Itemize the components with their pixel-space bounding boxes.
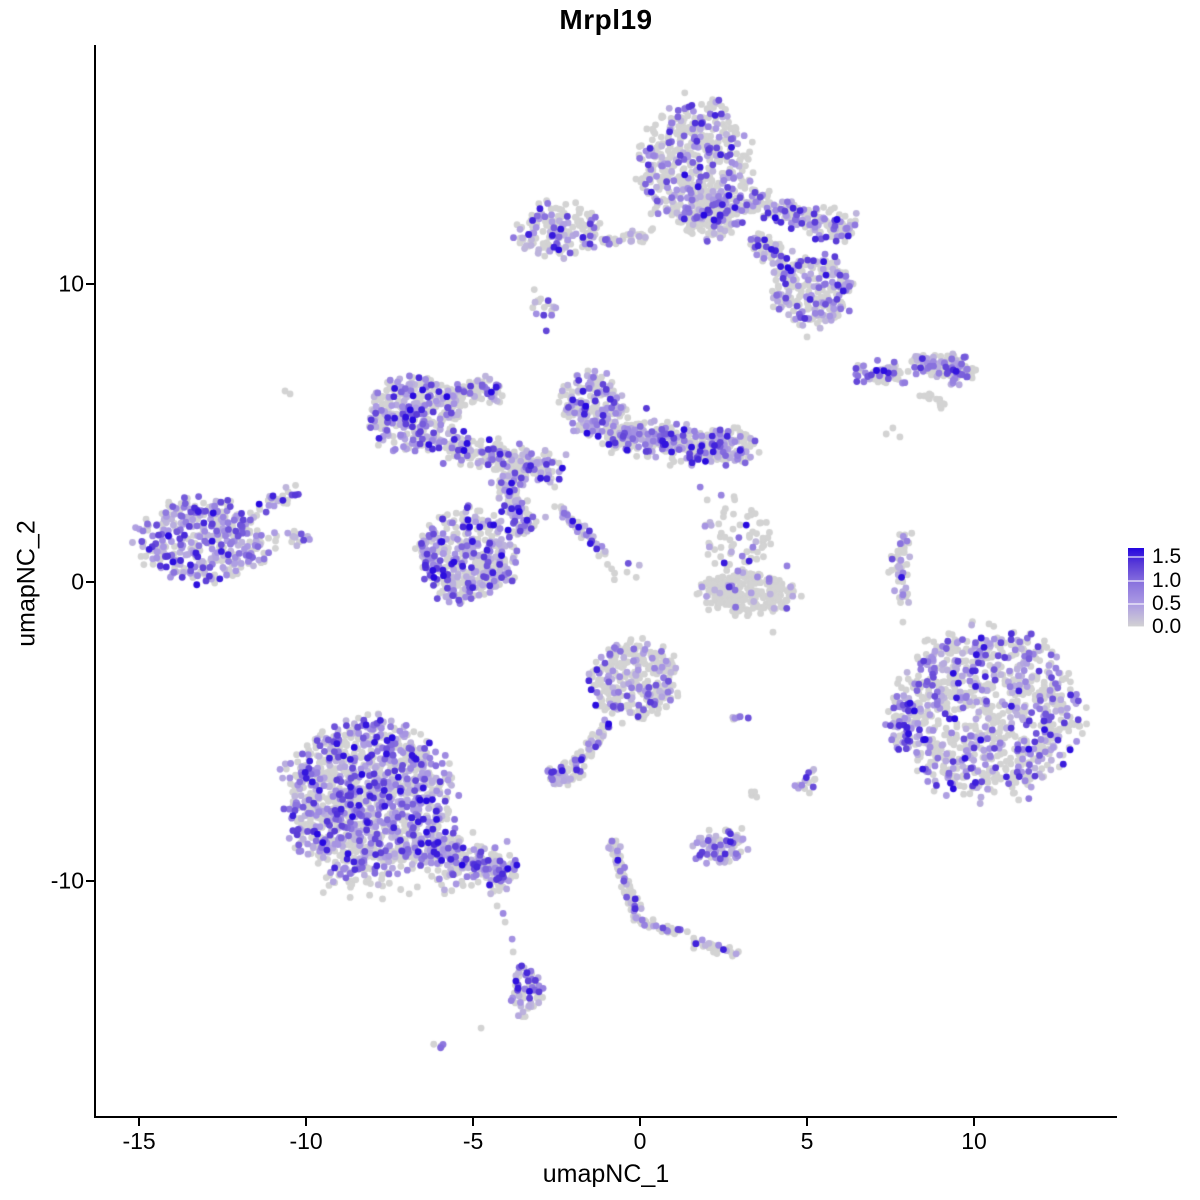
x-tick-mark: [639, 1118, 642, 1126]
x-tick-mark: [305, 1118, 308, 1126]
y-axis-line: [94, 45, 96, 1118]
colorbar-tick-label: 1.5: [1152, 545, 1182, 569]
x-tick-label: 10: [961, 1128, 987, 1154]
x-axis-title: umapNC_1: [542, 1160, 670, 1188]
x-tick-mark: [138, 1118, 141, 1126]
x-tick-mark: [806, 1118, 809, 1126]
y-tick-mark: [86, 282, 94, 285]
x-tick-label: -10: [289, 1128, 323, 1154]
x-tick-mark: [472, 1118, 475, 1126]
colorbar-gradient: [1128, 548, 1144, 628]
x-tick-label: -5: [462, 1128, 484, 1154]
colorbar-tick-line: [1128, 579, 1144, 582]
colorbar-tick-label: 0.0: [1152, 615, 1182, 638]
y-tick-label: 0: [71, 568, 84, 595]
colorbar-tick-label: 1.0: [1152, 568, 1182, 592]
y-tick-mark: [86, 879, 94, 882]
colorbar-tick-line: [1128, 556, 1144, 559]
y-tick-label: -10: [50, 867, 84, 894]
y-tick-mark: [86, 581, 94, 584]
x-tick-mark: [973, 1118, 976, 1126]
colorbar-tick-line: [1128, 626, 1144, 628]
x-tick-label: 0: [633, 1128, 647, 1154]
plot-title: Mrpl19: [559, 4, 653, 35]
x-axis-line: [94, 1116, 1117, 1118]
x-tick-label: -15: [122, 1128, 156, 1154]
colorbar-tick-line: [1128, 602, 1144, 605]
x-tick-label: 5: [800, 1128, 814, 1154]
colorbar-tick-label: 0.5: [1152, 591, 1182, 615]
y-axis-title: umapNC_2: [12, 520, 41, 647]
y-tick-label: 10: [58, 270, 84, 297]
